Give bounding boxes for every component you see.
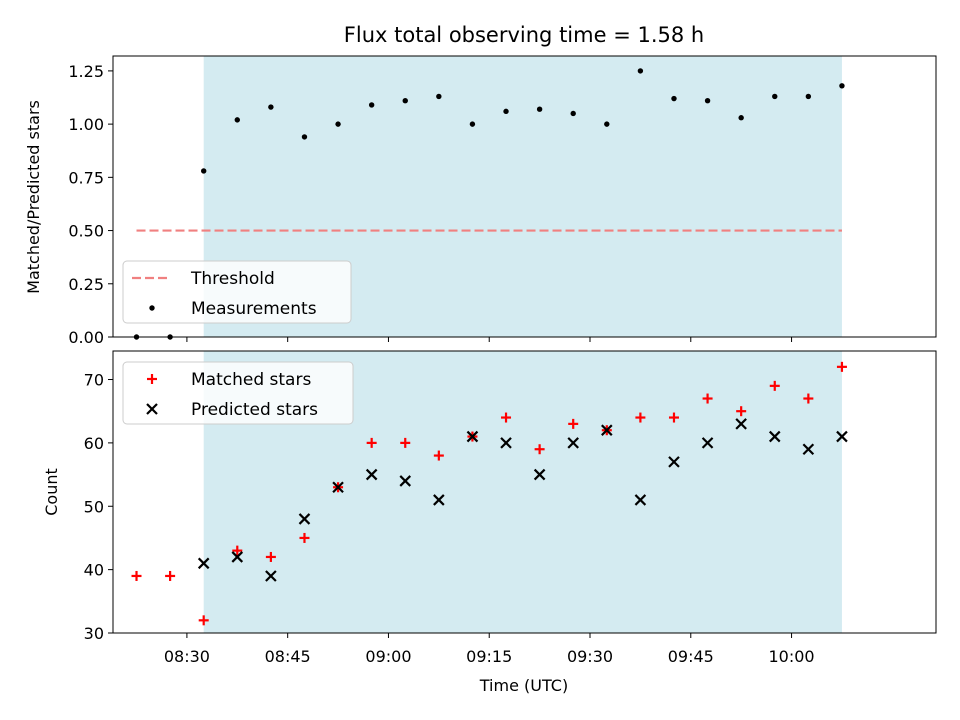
data-point-x-4 xyxy=(332,481,344,494)
data-point-plus-12 xyxy=(534,444,545,455)
data-point-x-7 xyxy=(433,494,445,506)
data-point-x-1 xyxy=(231,551,244,563)
data-point-dot-21 xyxy=(839,83,845,89)
x-tick-label: 09:30 xyxy=(567,647,613,666)
axes-frame xyxy=(112,350,937,634)
legend-label: Matched stars xyxy=(191,370,311,390)
data-point-dot-7 xyxy=(368,102,375,108)
data-point-x-16 xyxy=(735,418,747,430)
data-point-x-12 xyxy=(601,424,613,436)
y-tick-label: 1.25 xyxy=(68,62,104,81)
data-point-x-18 xyxy=(802,443,815,456)
legend-label: Threshold xyxy=(190,269,275,289)
data-point-dot-17 xyxy=(704,98,711,104)
data-point-plus-19 xyxy=(769,380,780,391)
data-point-dot-6 xyxy=(335,121,341,127)
data-point-x-17 xyxy=(768,430,781,443)
data-point-plus-0 xyxy=(131,570,142,581)
data-point-x-10 xyxy=(533,468,546,481)
data-point-plus-18 xyxy=(736,406,747,417)
data-point-plus-9 xyxy=(433,450,444,461)
data-point-x-2 xyxy=(265,570,277,582)
data-point-dot-8 xyxy=(402,98,408,104)
data-point-x-0 xyxy=(197,557,210,570)
data-point-x-19 xyxy=(836,430,848,443)
data-point-plus-13 xyxy=(568,418,579,429)
chart-title: Flux total observing time = 1.58 h xyxy=(344,23,704,47)
data-point-dot-11 xyxy=(503,108,509,115)
data-point-x-5 xyxy=(365,468,378,481)
data-point-plus-7 xyxy=(366,437,377,448)
legend-marker-plus xyxy=(147,374,157,384)
data-point-dot-2 xyxy=(200,168,207,174)
y-tick-label: 0.25 xyxy=(68,275,104,294)
legend-box xyxy=(122,361,354,425)
data-point-plus-4 xyxy=(265,551,276,562)
y-tick-label: 70 xyxy=(84,371,104,390)
legend: Matched stars Predicted stars xyxy=(122,361,354,425)
data-point-plus-2 xyxy=(198,615,209,626)
data-point-dot-14 xyxy=(604,121,610,127)
data-point-plus-11 xyxy=(501,412,512,423)
data-point-plus-21 xyxy=(836,361,847,372)
data-point-dot-10 xyxy=(469,121,476,127)
data-point-x-8 xyxy=(466,430,479,443)
x-axis-label: Time (UTC) xyxy=(479,676,568,695)
data-point-plus-1 xyxy=(165,570,176,581)
legend-label: Predicted stars xyxy=(191,400,318,420)
bottom-panel: 30 40 50 60 70 08:30 08:45 09:00 09:15 09:30 09:45… xyxy=(84,350,937,666)
legend-label: Measurements xyxy=(191,299,317,319)
legend-marker-x xyxy=(146,403,158,415)
y-tick-label: 60 xyxy=(84,434,104,453)
data-point-x-15 xyxy=(701,437,714,449)
top-y-axis-label: Matched/Predicted stars xyxy=(24,100,43,294)
axes-frame xyxy=(112,55,937,338)
data-point-plus-17 xyxy=(702,393,713,404)
x-tick-label: 09:00 xyxy=(365,647,411,666)
data-point-x-9 xyxy=(500,437,512,449)
data-point-dot-12 xyxy=(536,106,543,112)
data-point-dot-15 xyxy=(637,68,644,74)
y-tick-label: 40 xyxy=(84,561,104,580)
y-tick-label: 0.50 xyxy=(68,222,104,241)
data-point-dot-18 xyxy=(738,115,744,121)
bottom-y-axis-label: Count xyxy=(42,468,61,516)
legend-marker-dot xyxy=(149,305,155,311)
data-point-plus-15 xyxy=(635,412,646,423)
data-point-x-13 xyxy=(634,494,647,506)
data-point-plus-3 xyxy=(232,545,243,556)
legend: Threshold Measurements xyxy=(122,260,352,324)
data-point-dot-3 xyxy=(234,117,240,123)
y-tick-label: 30 xyxy=(84,624,104,643)
x-tick-label: 08:30 xyxy=(164,647,210,666)
data-point-dot-9 xyxy=(436,93,442,100)
top-panel: 0.00 0.25 0.50 0.75 1.00 1.25 Threshold Measure… xyxy=(68,55,937,347)
data-point-x-3 xyxy=(298,513,311,525)
x-tick-label: 10:00 xyxy=(769,647,815,666)
y-tick-label: 0.00 xyxy=(68,328,104,347)
data-point-x-6 xyxy=(399,475,412,487)
y-tick-label: 0.75 xyxy=(68,168,104,187)
legend-box xyxy=(122,260,352,324)
data-point-plus-16 xyxy=(668,412,679,423)
data-point-plus-5 xyxy=(299,532,310,543)
y-tick-label: 50 xyxy=(84,497,104,516)
data-point-dot-13 xyxy=(570,110,576,117)
x-tick-label: 08:45 xyxy=(265,647,311,666)
data-point-dot-4 xyxy=(268,104,274,110)
data-point-dot-19 xyxy=(772,93,778,100)
data-point-plus-8 xyxy=(400,437,411,448)
data-point-dot-5 xyxy=(301,134,308,140)
x-tick-label: 09:15 xyxy=(466,647,512,666)
data-point-dot-20 xyxy=(805,93,812,100)
x-tick-label: 09:45 xyxy=(668,647,714,666)
data-point-x-14 xyxy=(668,456,680,468)
data-point-x-11 xyxy=(567,437,579,449)
data-point-dot-16 xyxy=(671,95,677,102)
data-point-plus-20 xyxy=(803,393,814,404)
y-tick-label: 1.00 xyxy=(68,115,104,134)
